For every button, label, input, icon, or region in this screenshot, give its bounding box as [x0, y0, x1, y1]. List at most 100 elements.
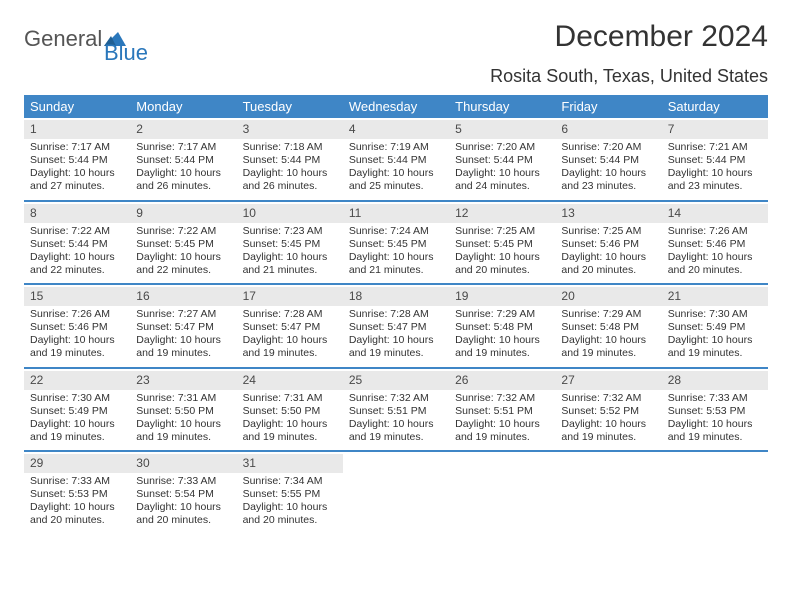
- sunrise-line: Sunrise: 7:29 AM: [455, 308, 549, 321]
- day-number: 25: [343, 371, 449, 390]
- day-number: 21: [662, 287, 768, 306]
- calendar-day: 11Sunrise: 7:24 AMSunset: 5:45 PMDayligh…: [343, 202, 449, 284]
- sunrise-line: Sunrise: 7:33 AM: [30, 475, 124, 488]
- sunrise-line: Sunrise: 7:17 AM: [30, 141, 124, 154]
- sunrise-line: Sunrise: 7:27 AM: [136, 308, 230, 321]
- calendar-day: 26Sunrise: 7:32 AMSunset: 5:51 PMDayligh…: [449, 369, 555, 451]
- sunset-line: Sunset: 5:51 PM: [349, 405, 443, 418]
- day-number: 19: [449, 287, 555, 306]
- sunrise-line: Sunrise: 7:21 AM: [668, 141, 762, 154]
- sunset-line: Sunset: 5:45 PM: [243, 238, 337, 251]
- calendar-body: 1Sunrise: 7:17 AMSunset: 5:44 PMDaylight…: [24, 118, 768, 534]
- daylight-line: Daylight: 10 hours and 19 minutes.: [349, 334, 443, 360]
- sunrise-line: Sunrise: 7:29 AM: [561, 308, 655, 321]
- sunrise-line: Sunrise: 7:26 AM: [30, 308, 124, 321]
- sunset-line: Sunset: 5:44 PM: [455, 154, 549, 167]
- day-number: 7: [662, 120, 768, 139]
- daylight-line: Daylight: 10 hours and 20 minutes.: [30, 501, 124, 527]
- sunset-line: Sunset: 5:47 PM: [136, 321, 230, 334]
- sunrise-line: Sunrise: 7:31 AM: [243, 392, 337, 405]
- sunrise-line: Sunrise: 7:25 AM: [561, 225, 655, 238]
- calendar-day: 21Sunrise: 7:30 AMSunset: 5:49 PMDayligh…: [662, 285, 768, 367]
- day-number: 30: [130, 454, 236, 473]
- sunset-line: Sunset: 5:44 PM: [30, 154, 124, 167]
- daylight-line: Daylight: 10 hours and 20 minutes.: [455, 251, 549, 277]
- calendar-day: 17Sunrise: 7:28 AMSunset: 5:47 PMDayligh…: [237, 285, 343, 367]
- location-label: Rosita South, Texas, United States: [24, 66, 768, 87]
- sunrise-line: Sunrise: 7:22 AM: [30, 225, 124, 238]
- daylight-line: Daylight: 10 hours and 21 minutes.: [349, 251, 443, 277]
- day-number: 13: [555, 204, 661, 223]
- day-number: 8: [24, 204, 130, 223]
- page-title: December 2024: [555, 20, 768, 54]
- calendar-day: 23Sunrise: 7:31 AMSunset: 5:50 PMDayligh…: [130, 369, 236, 451]
- day-number: 5: [449, 120, 555, 139]
- calendar-day: 4Sunrise: 7:19 AMSunset: 5:44 PMDaylight…: [343, 118, 449, 200]
- day-number: 12: [449, 204, 555, 223]
- calendar-day: 22Sunrise: 7:30 AMSunset: 5:49 PMDayligh…: [24, 369, 130, 451]
- daylight-line: Daylight: 10 hours and 19 minutes.: [455, 334, 549, 360]
- calendar-day: 29Sunrise: 7:33 AMSunset: 5:53 PMDayligh…: [24, 452, 130, 534]
- sunset-line: Sunset: 5:47 PM: [349, 321, 443, 334]
- col-monday: Monday: [130, 95, 236, 118]
- sunset-line: Sunset: 5:49 PM: [30, 405, 124, 418]
- daylight-line: Daylight: 10 hours and 26 minutes.: [136, 167, 230, 193]
- sunset-line: Sunset: 5:52 PM: [561, 405, 655, 418]
- daylight-line: Daylight: 10 hours and 19 minutes.: [561, 334, 655, 360]
- calendar-day: 1Sunrise: 7:17 AMSunset: 5:44 PMDaylight…: [24, 118, 130, 200]
- sunset-line: Sunset: 5:49 PM: [668, 321, 762, 334]
- sunset-line: Sunset: 5:48 PM: [561, 321, 655, 334]
- calendar-week: 15Sunrise: 7:26 AMSunset: 5:46 PMDayligh…: [24, 285, 768, 369]
- sunset-line: Sunset: 5:48 PM: [455, 321, 549, 334]
- calendar-day: 30 Sunrise: 7:33 AMSunset: 5:54 PMDayligh…: [130, 452, 236, 534]
- sunset-line: Sunset: 5:44 PM: [561, 154, 655, 167]
- calendar-day: 5Sunrise: 7:20 AMSunset: 5:44 PMDaylight…: [449, 118, 555, 200]
- daylight-line: Daylight: 10 hours and 22 minutes.: [30, 251, 124, 277]
- daylight-line: Daylight: 10 hours and 24 minutes.: [455, 167, 549, 193]
- calendar-day: 3Sunrise: 7:18 AMSunset: 5:44 PMDaylight…: [237, 118, 343, 200]
- daylight-line: Daylight: 10 hours and 19 minutes.: [30, 418, 124, 444]
- brand-part1: General: [24, 26, 102, 52]
- calendar-week: 22Sunrise: 7:30 AMSunset: 5:49 PMDayligh…: [24, 369, 768, 453]
- calendar-day: 9Sunrise: 7:22 AMSunset: 5:45 PMDaylight…: [130, 202, 236, 284]
- col-thursday: Thursday: [449, 95, 555, 118]
- daylight-line: Daylight: 10 hours and 26 minutes.: [243, 167, 337, 193]
- calendar-day: [449, 452, 555, 534]
- calendar-day: 25Sunrise: 7:32 AMSunset: 5:51 PMDayligh…: [343, 369, 449, 451]
- calendar-day: 14Sunrise: 7:26 AMSunset: 5:46 PMDayligh…: [662, 202, 768, 284]
- col-wednesday: Wednesday: [343, 95, 449, 118]
- day-number: 3: [237, 120, 343, 139]
- sunrise-line: Sunrise: 7:30 AM: [668, 308, 762, 321]
- calendar-day: 19 Sunrise: 7:29 AMSunset: 5:48 PMDayligh…: [449, 285, 555, 367]
- sunset-line: Sunset: 5:46 PM: [561, 238, 655, 251]
- daylight-line: Daylight: 10 hours and 19 minutes.: [561, 418, 655, 444]
- col-saturday: Saturday: [662, 95, 768, 118]
- day-number: 1: [24, 120, 130, 139]
- daylight-line: Daylight: 10 hours and 19 minutes.: [30, 334, 124, 360]
- col-tuesday: Tuesday: [237, 95, 343, 118]
- calendar-header-row: Sunday Monday Tuesday Wednesday Thursday…: [24, 95, 768, 118]
- day-number: 20: [555, 287, 661, 306]
- sunrise-line: Sunrise: 7:23 AM: [243, 225, 337, 238]
- sunrise-line: Sunrise: 7:17 AM: [136, 141, 230, 154]
- calendar-day: 12Sunrise: 7:25 AMSunset: 5:45 PMDayligh…: [449, 202, 555, 284]
- sunset-line: Sunset: 5:45 PM: [136, 238, 230, 251]
- sunrise-line: Sunrise: 7:19 AM: [349, 141, 443, 154]
- calendar-day: [555, 452, 661, 534]
- calendar-week: 29Sunrise: 7:33 AMSunset: 5:53 PMDayligh…: [24, 452, 768, 534]
- sunrise-line: Sunrise: 7:33 AM: [136, 475, 230, 488]
- day-number: 6: [555, 120, 661, 139]
- sunset-line: Sunset: 5:50 PM: [136, 405, 230, 418]
- daylight-line: Daylight: 10 hours and 20 minutes.: [136, 501, 230, 527]
- sunrise-line: Sunrise: 7:28 AM: [243, 308, 337, 321]
- day-number: 2: [130, 120, 236, 139]
- sunset-line: Sunset: 5:44 PM: [30, 238, 124, 251]
- sunset-line: Sunset: 5:54 PM: [136, 488, 230, 501]
- calendar-day: 13Sunrise: 7:25 AMSunset: 5:46 PMDayligh…: [555, 202, 661, 284]
- sunrise-line: Sunrise: 7:32 AM: [455, 392, 549, 405]
- sunset-line: Sunset: 5:44 PM: [243, 154, 337, 167]
- day-number: 17: [237, 287, 343, 306]
- sunrise-line: Sunrise: 7:26 AM: [668, 225, 762, 238]
- daylight-line: Daylight: 10 hours and 19 minutes.: [136, 334, 230, 360]
- day-number: 23: [130, 371, 236, 390]
